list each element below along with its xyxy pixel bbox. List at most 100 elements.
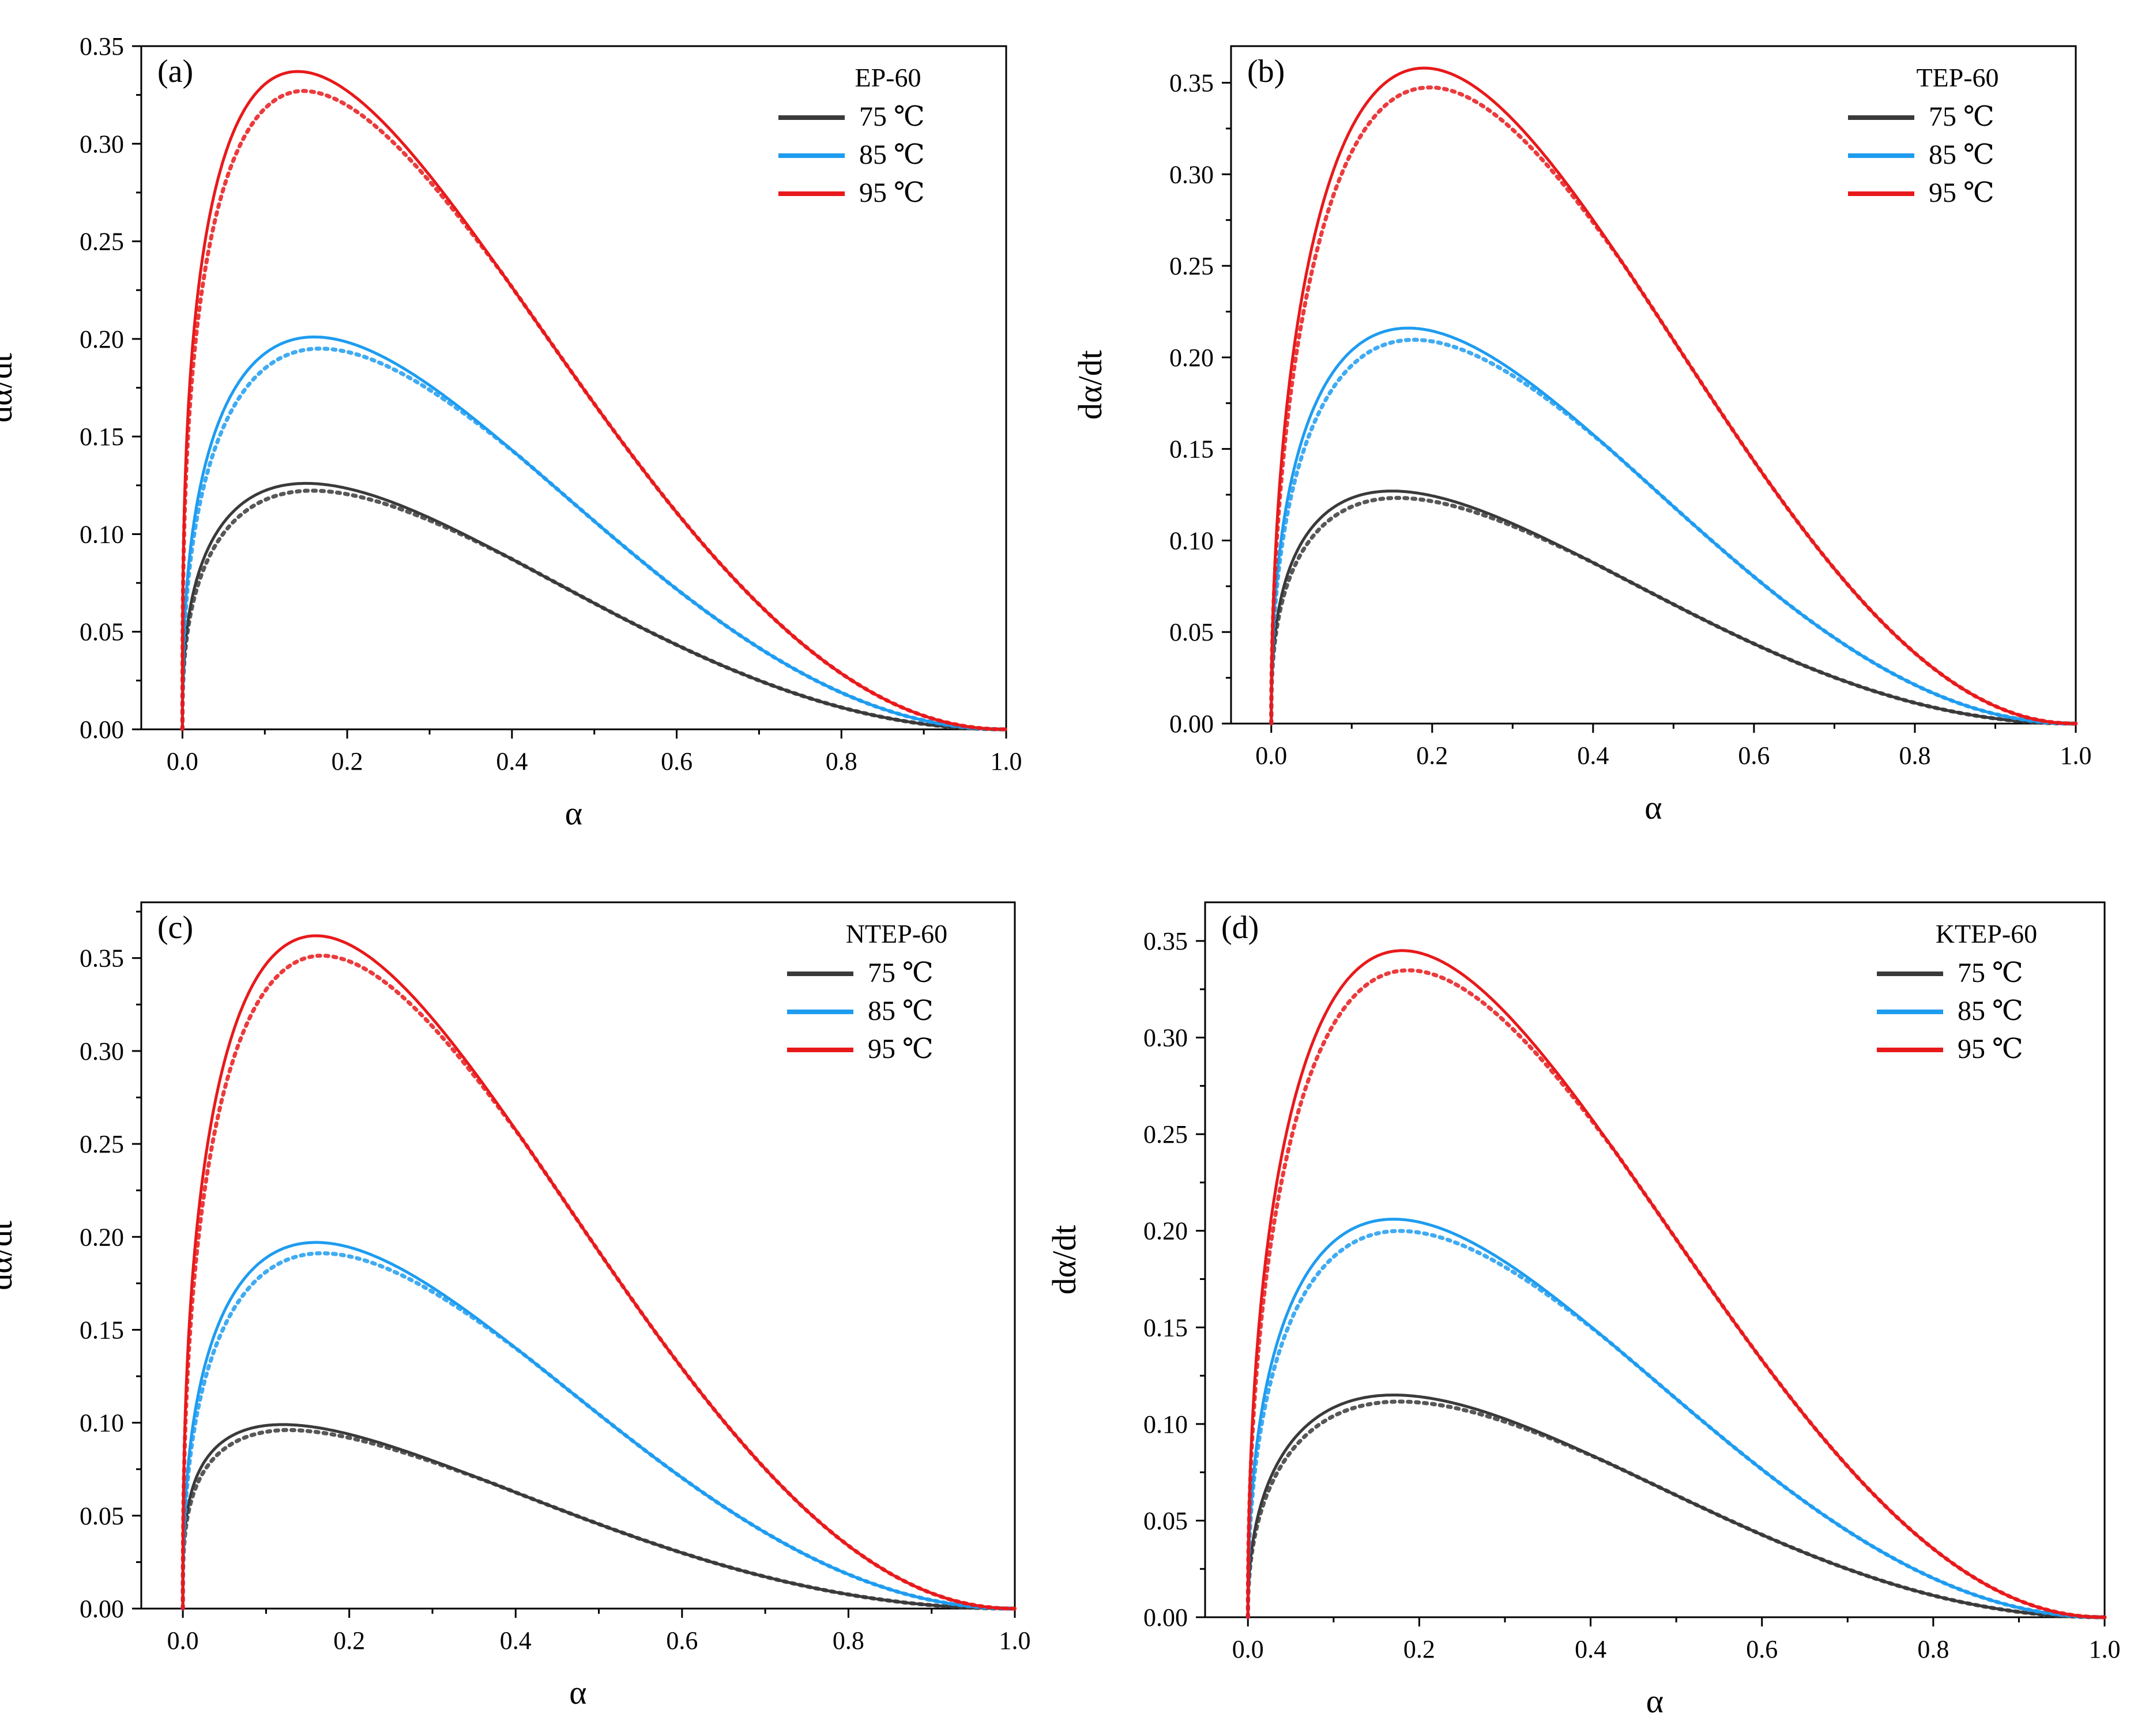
x-tick-label: 1.0 bbox=[2060, 741, 2092, 770]
legend-title: EP-60 bbox=[855, 63, 921, 92]
legend-label-75: 75 ℃ bbox=[868, 958, 934, 988]
y-tick-label: 0.35 bbox=[80, 944, 124, 973]
x-tick-label: 0.4 bbox=[500, 1626, 532, 1655]
y-tick-label: 0.20 bbox=[1143, 1217, 1188, 1245]
legend-label-75: 75 ℃ bbox=[1958, 958, 2023, 988]
series-line-75 bbox=[1246, 1394, 2105, 1619]
legend-label-95: 95 ℃ bbox=[1958, 1034, 2023, 1064]
y-axis-title: dα/dt bbox=[1045, 1225, 1083, 1295]
y-tick-label: 0.15 bbox=[1143, 1313, 1188, 1342]
x-tick-label: 0.6 bbox=[666, 1626, 698, 1655]
plot-frame bbox=[1204, 901, 2106, 1618]
y-tick-label: 0.00 bbox=[1143, 1603, 1188, 1632]
x-tick-label: 0.2 bbox=[1416, 741, 1448, 770]
chart-panel-2: 0.0 0.2 0.4 0.6 0.8 1.0 0.00 0.05 0.10 0.15 0.20 0.… bbox=[1071, 45, 2092, 826]
x-tick-label: 0.4 bbox=[496, 747, 528, 775]
plot-frame bbox=[1230, 45, 2077, 725]
x-tick-label: 0.2 bbox=[1403, 1635, 1435, 1663]
legend-label-85: 85 ℃ bbox=[859, 140, 925, 170]
series-line-95 bbox=[181, 934, 1015, 1610]
legend-label-85: 85 ℃ bbox=[868, 996, 934, 1026]
y-tick-label: 0.35 bbox=[1143, 927, 1188, 955]
y-tick-label: 0.10 bbox=[1143, 1410, 1188, 1438]
x-tick-label: 0.0 bbox=[1232, 1635, 1264, 1663]
panel-label: (d) bbox=[1221, 910, 1259, 946]
y-tick-label: 0.25 bbox=[1169, 252, 1214, 280]
y-tick-label: 0.15 bbox=[1169, 435, 1214, 464]
y-tick-label: 0.00 bbox=[1169, 710, 1214, 738]
x-tick-label: 0.8 bbox=[1917, 1635, 1949, 1663]
y-tick-label: 0.30 bbox=[1169, 160, 1214, 189]
series-fit-75 bbox=[180, 1428, 1017, 1611]
legend-label-75: 75 ℃ bbox=[859, 101, 925, 132]
series-line-75 bbox=[1270, 489, 2076, 725]
series-fit-75 bbox=[1245, 1399, 2107, 1620]
series-fit-95 bbox=[1269, 85, 2078, 726]
series-line-95 bbox=[1270, 66, 2076, 725]
x-tick-label: 0.0 bbox=[1255, 741, 1287, 770]
x-tick-label: 0.6 bbox=[1746, 1635, 1778, 1663]
series-fit-85 bbox=[1269, 337, 2078, 726]
series-fit-75 bbox=[1269, 496, 2078, 726]
y-tick-label: 0.25 bbox=[80, 1130, 124, 1158]
series-line-95 bbox=[180, 70, 1006, 731]
legend-label-95: 95 ℃ bbox=[1929, 178, 1994, 208]
x-axis-title: α bbox=[1644, 789, 1662, 826]
y-tick-label: 0.00 bbox=[80, 716, 124, 744]
y-axis-title: dα/dt bbox=[0, 1221, 19, 1290]
y-tick-label: 0.20 bbox=[80, 1223, 124, 1251]
legend-label-85: 85 ℃ bbox=[1958, 996, 2023, 1026]
y-tick-label: 0.10 bbox=[80, 1409, 124, 1437]
chart-panel-4: 0.0 0.2 0.4 0.6 0.8 1.0 0.00 0.05 0.10 0.15 0.20 0.… bbox=[1045, 901, 2121, 1720]
y-tick-label: 0.25 bbox=[80, 228, 124, 256]
y-tick-label: 0.10 bbox=[80, 520, 124, 548]
y-tick-label: 0.35 bbox=[1169, 69, 1214, 97]
x-tick-label: 0.2 bbox=[333, 1626, 365, 1655]
panel-label: (a) bbox=[157, 54, 193, 89]
y-axis-title: dα/dt bbox=[1071, 350, 1109, 420]
legend-title: KTEP-60 bbox=[1936, 919, 2037, 948]
legend-label-85: 85 ℃ bbox=[1929, 140, 1994, 170]
x-tick-label: 0.0 bbox=[167, 747, 198, 775]
legend-label-95: 95 ℃ bbox=[868, 1034, 934, 1064]
y-tick-label: 0.20 bbox=[1169, 344, 1214, 372]
series-fit-85 bbox=[1245, 1229, 2107, 1620]
panel-label: (b) bbox=[1247, 54, 1285, 89]
legend-title: NTEP-60 bbox=[846, 919, 947, 948]
y-tick-label: 0.30 bbox=[1143, 1024, 1188, 1052]
x-tick-label: 1.0 bbox=[999, 1626, 1031, 1655]
series-line-85 bbox=[1246, 1218, 2105, 1619]
x-tick-label: 1.0 bbox=[2089, 1635, 2121, 1663]
series-line-95 bbox=[1246, 949, 2105, 1619]
x-axis-title: α bbox=[565, 794, 582, 832]
y-tick-label: 0.05 bbox=[1143, 1507, 1188, 1535]
legend-title: TEP-60 bbox=[1916, 63, 1998, 92]
y-tick-label: 0.10 bbox=[1169, 526, 1214, 555]
y-axis-title: dα/dt bbox=[0, 353, 19, 423]
x-tick-label: 0.4 bbox=[1577, 741, 1609, 770]
series-line-85 bbox=[181, 1241, 1015, 1610]
x-tick-label: 0.8 bbox=[826, 747, 857, 775]
y-tick-label: 0.35 bbox=[80, 32, 124, 61]
plot-frame bbox=[140, 901, 1016, 1610]
y-tick-label: 0.25 bbox=[1143, 1120, 1188, 1148]
y-tick-label: 0.30 bbox=[80, 1037, 124, 1065]
series-line-75 bbox=[181, 1423, 1015, 1610]
series-line-85 bbox=[180, 336, 1006, 731]
x-tick-label: 1.0 bbox=[991, 747, 1022, 775]
x-tick-label: 0.4 bbox=[1575, 1635, 1606, 1663]
y-tick-label: 0.05 bbox=[1169, 618, 1214, 646]
y-tick-label: 0.00 bbox=[80, 1595, 124, 1623]
y-tick-label: 0.15 bbox=[80, 423, 124, 451]
y-tick-label: 0.05 bbox=[80, 1502, 124, 1530]
legend-label-95: 95 ℃ bbox=[859, 178, 925, 208]
y-tick-label: 0.05 bbox=[80, 618, 124, 646]
x-tick-label: 0.6 bbox=[661, 747, 692, 775]
series-fit-95 bbox=[1245, 968, 2107, 1620]
x-axis-title: α bbox=[569, 1674, 586, 1711]
x-tick-label: 0.8 bbox=[1899, 741, 1930, 770]
legend-label-75: 75 ℃ bbox=[1929, 101, 1994, 132]
y-tick-label: 0.30 bbox=[80, 130, 124, 158]
